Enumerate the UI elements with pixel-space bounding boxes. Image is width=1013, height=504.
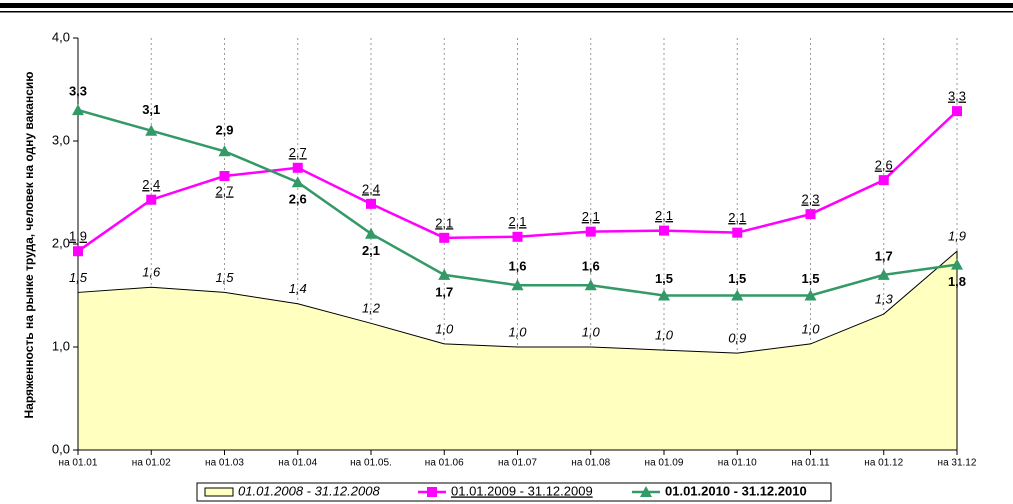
marker [511, 279, 524, 291]
data-label: 1,7 [875, 248, 893, 263]
data-label: 2,1 [362, 243, 380, 258]
data-label: 3,3 [948, 89, 966, 104]
legend-swatch [204, 487, 234, 497]
data-label: 2,9 [215, 123, 233, 138]
y-tick-label: 1,0 [52, 338, 70, 353]
legend-label: 01.01.2008 - 31.12.2008 [238, 483, 380, 498]
data-label: 1,3 [875, 291, 894, 306]
y-tick-label: 3,0 [52, 132, 70, 147]
data-label: 1,6 [582, 259, 600, 274]
data-label: 2,1 [655, 208, 673, 223]
marker [804, 289, 817, 301]
marker [805, 209, 816, 220]
x-tick-label: на 01.04 [278, 458, 317, 469]
data-label: 1,0 [508, 324, 527, 339]
legend-label: 01.01.2009 - 31.12.2009 [451, 483, 593, 498]
data-label: 1,6 [508, 259, 526, 274]
data-label: 1,0 [435, 321, 454, 336]
data-label: 2,3 [801, 192, 819, 207]
data-label: 1,8 [948, 274, 966, 289]
marker [438, 268, 451, 280]
marker [73, 246, 83, 257]
y-tick-label: 0,0 [52, 441, 70, 456]
marker [951, 258, 963, 270]
data-label: 2,6 [289, 192, 307, 207]
data-label: 1,0 [655, 328, 674, 343]
area [77, 250, 958, 451]
marker [952, 106, 962, 117]
top-rule [0, 11, 1013, 13]
x-tick-label: на 01.02 [132, 458, 171, 469]
x-tick-label: на 01.11 [791, 458, 830, 469]
marker [512, 231, 523, 242]
data-label: 1,5 [728, 271, 746, 286]
marker [145, 124, 158, 136]
data-label: 0,9 [728, 331, 746, 346]
x-tick-label: на 01.09 [645, 458, 684, 469]
x-tick-label: на 31.12 [938, 458, 977, 469]
data-label: 3,1 [142, 102, 160, 117]
data-label: 2,7 [289, 145, 307, 160]
marker [658, 289, 670, 301]
x-tick-label: на 01.03 [205, 458, 244, 469]
data-label: 1,9 [69, 229, 87, 244]
marker [585, 226, 596, 237]
marker [146, 194, 157, 205]
x-tick-label: на 01.07 [498, 458, 537, 469]
marker [366, 198, 376, 209]
data-label: 1,2 [362, 301, 381, 316]
legend-marker [427, 487, 437, 497]
marker [292, 162, 303, 173]
data-label: 2,1 [582, 209, 600, 224]
data-label: 1,6 [142, 265, 161, 280]
top-rule [0, 3, 1013, 8]
data-label: 2,7 [215, 183, 233, 198]
x-tick-label: на 01.05. [350, 458, 392, 469]
data-label: 2,1 [508, 214, 526, 229]
data-label: 2,1 [728, 210, 746, 225]
legend: 01.01.2008 - 31.12.2008 01.01.2009 - 31.1… [196, 482, 832, 502]
marker [877, 268, 890, 280]
data-label: 2,1 [435, 215, 453, 230]
data-label: 2,4 [362, 181, 380, 196]
marker [584, 279, 597, 291]
data-label: 1,5 [215, 270, 234, 285]
marker [731, 289, 744, 301]
marker [732, 227, 743, 238]
marker [291, 176, 304, 188]
y-axis-label: Наряженность на рынке труда, человек на … [22, 71, 36, 418]
data-label: 1,5 [801, 271, 819, 286]
legend-box [196, 482, 832, 502]
data-label: 1,7 [435, 284, 453, 299]
x-tick-label: на 01.06 [425, 458, 464, 469]
data-label: 1,4 [289, 281, 307, 296]
data-label: 2,4 [142, 177, 160, 192]
data-label: 3,3 [69, 84, 87, 99]
data-label: 1,5 [655, 271, 673, 286]
marker [365, 227, 377, 239]
marker [218, 145, 231, 157]
y-tick-label: 4,0 [52, 29, 70, 44]
marker [219, 171, 230, 182]
x-tick-label: на 01.08 [571, 458, 610, 469]
legend-marker [640, 486, 652, 497]
data-label: 1,0 [582, 324, 601, 339]
data-label: 2,6 [875, 158, 893, 173]
marker [659, 225, 669, 236]
data-label: 1,0 [801, 321, 820, 336]
y-tick-label: 2,0 [52, 235, 70, 250]
data-label: 1,9 [948, 229, 966, 244]
legend-label: 01.01.2010 - 31.12.2010 [665, 483, 807, 498]
data-label: 1,5 [69, 270, 88, 285]
marker [439, 232, 450, 243]
marker [72, 104, 84, 116]
marker [878, 175, 889, 186]
x-tick-label: на 01.12 [864, 458, 903, 469]
x-tick-label: на 01.01 [59, 458, 98, 469]
x-tick-label: на 01.10 [718, 458, 757, 469]
